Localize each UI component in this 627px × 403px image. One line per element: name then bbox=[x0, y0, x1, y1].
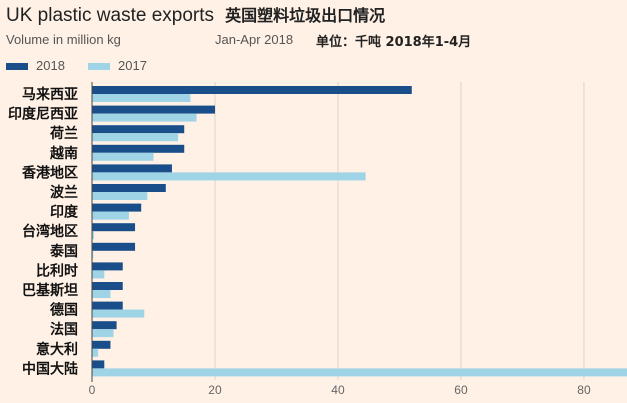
legend-item-2017: 2017 bbox=[88, 58, 147, 73]
bar-2018-3 bbox=[92, 144, 185, 153]
bar-2018-14 bbox=[92, 360, 105, 369]
title-chinese: 英国塑料垃圾出口情况 bbox=[225, 6, 386, 25]
bar-2018-1 bbox=[92, 105, 215, 114]
title-english: UK plastic waste exports bbox=[6, 5, 215, 26]
bar-2017-0 bbox=[92, 94, 191, 102]
bar-2017-4 bbox=[92, 172, 366, 181]
bar-2017-9 bbox=[92, 270, 105, 279]
x-tick-label-80: 80 bbox=[577, 383, 591, 397]
category-label-0: 马来西亚 bbox=[22, 87, 78, 103]
legend-label-2018: 2018 bbox=[36, 58, 65, 73]
bar-2017-13 bbox=[92, 348, 99, 357]
bar-2018-7 bbox=[92, 223, 136, 232]
x-tick-label-20: 20 bbox=[208, 383, 222, 397]
category-label-8: 泰国 bbox=[49, 243, 78, 260]
bar-2018-13 bbox=[92, 340, 111, 349]
bar-2018-0 bbox=[92, 86, 412, 94]
x-tick-label-40: 40 bbox=[331, 383, 345, 397]
bar-2017-12 bbox=[92, 329, 114, 338]
category-label-14: 中国大陆 bbox=[22, 360, 78, 377]
bar-2018-12 bbox=[92, 321, 117, 330]
x-tick-label-60: 60 bbox=[454, 383, 468, 397]
bar-2018-4 bbox=[92, 164, 172, 173]
legend-swatch-2017 bbox=[88, 63, 110, 71]
category-label-2: 荷兰 bbox=[49, 125, 78, 142]
category-label-10: 巴基斯坦 bbox=[22, 282, 78, 299]
category-label-6: 印度 bbox=[50, 204, 79, 221]
category-label-1: 印度尼西亚 bbox=[8, 106, 78, 123]
bar-2018-6 bbox=[92, 203, 142, 212]
bar-2018-8 bbox=[92, 242, 136, 251]
category-label-12: 法国 bbox=[50, 321, 78, 338]
bar-2017-8 bbox=[92, 250, 94, 259]
bar-2018-2 bbox=[92, 125, 185, 134]
bar-2018-9 bbox=[92, 262, 123, 271]
bar-2017-1 bbox=[92, 113, 197, 122]
chart-title: UK plastic waste exports 英国塑料垃圾出口情况 bbox=[6, 2, 385, 27]
legend-item-2018: 2018 bbox=[6, 58, 65, 73]
x-tick-label-0: 0 bbox=[89, 383, 96, 397]
legend-label-2017: 2017 bbox=[118, 58, 147, 73]
bar-2018-5 bbox=[92, 184, 166, 192]
category-label-7: 台湾地区 bbox=[22, 223, 78, 240]
bar-2017-6 bbox=[92, 211, 129, 220]
subtitle-period: Jan-Apr 2018 bbox=[215, 32, 294, 47]
bar-2017-3 bbox=[92, 152, 154, 161]
category-label-4: 香港地区 bbox=[21, 164, 78, 181]
bar-2018-10 bbox=[92, 282, 123, 290]
subtitle-chinese: 单位：千吨 2018年1-4月 bbox=[316, 35, 472, 50]
bar-2017-5 bbox=[92, 192, 148, 200]
bar-2017-11 bbox=[92, 309, 145, 318]
bar-2017-7 bbox=[92, 231, 94, 240]
bar-2017-2 bbox=[92, 133, 179, 142]
bar-2017-10 bbox=[92, 290, 111, 298]
legend-swatch-2018 bbox=[6, 63, 28, 71]
category-label-9: 比利时 bbox=[36, 262, 78, 279]
category-label-11: 德国 bbox=[50, 302, 78, 319]
category-label-13: 意大利 bbox=[36, 341, 78, 358]
subtitle-units: Volume in million kg bbox=[6, 32, 121, 47]
bar-2018-11 bbox=[92, 301, 123, 310]
category-label-3: 越南 bbox=[49, 145, 78, 162]
bar-2017-14 bbox=[92, 368, 627, 377]
category-label-5: 波兰 bbox=[50, 184, 78, 201]
